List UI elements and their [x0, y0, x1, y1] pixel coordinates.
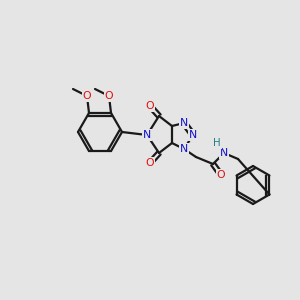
Text: O: O — [217, 170, 225, 180]
Text: N: N — [180, 144, 188, 154]
Text: N: N — [143, 130, 151, 140]
Text: O: O — [146, 101, 154, 111]
Text: O: O — [146, 158, 154, 168]
Text: N: N — [180, 118, 188, 128]
Text: N: N — [189, 130, 197, 140]
Text: N: N — [220, 148, 228, 158]
Text: O: O — [83, 91, 91, 101]
Text: H: H — [213, 138, 221, 148]
Text: O: O — [105, 91, 113, 101]
